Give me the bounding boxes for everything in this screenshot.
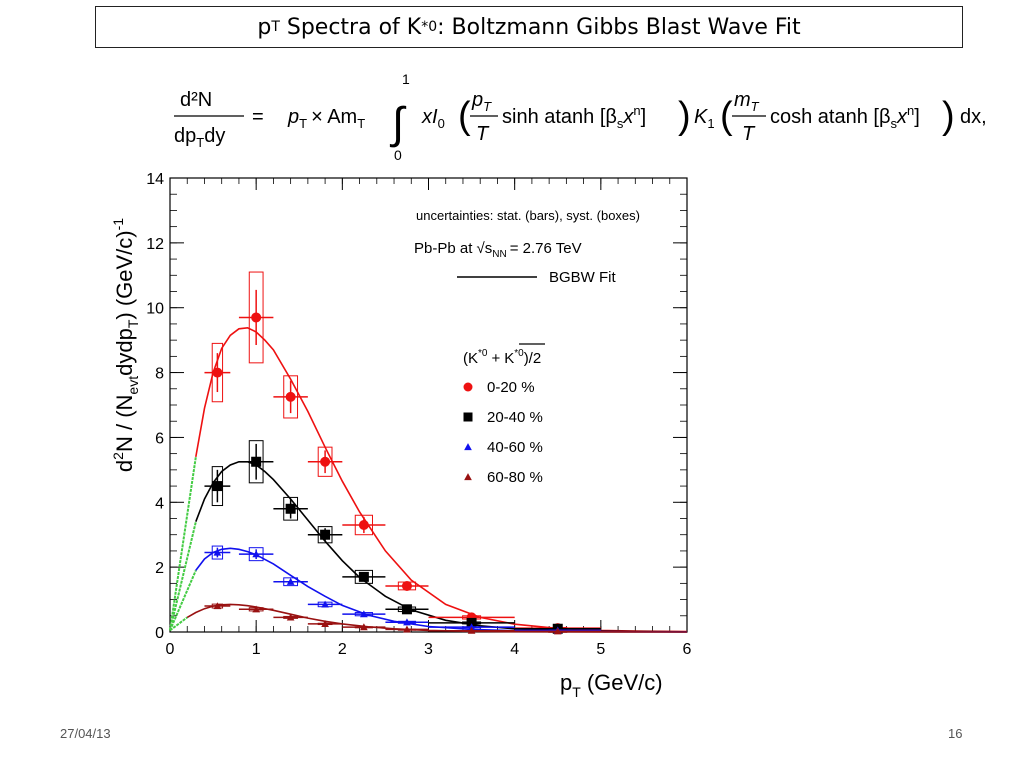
system-label: Pb-Pb at √sNN = 2.76 TeV xyxy=(414,240,582,260)
formula-frac2-num: mT xyxy=(734,89,760,114)
data-point xyxy=(252,605,261,613)
formula-pt-term: pT × AmT xyxy=(287,106,365,131)
formula-equals: = xyxy=(252,106,264,128)
y-tick-label: 2 xyxy=(155,560,164,577)
fit-curve xyxy=(195,326,688,633)
data-point xyxy=(252,550,261,558)
data-point xyxy=(251,456,262,467)
data-point xyxy=(321,620,329,627)
formula-lhs-den: dpTdy xyxy=(174,125,225,150)
x-tick-label: 6 xyxy=(683,641,692,658)
data-point xyxy=(467,623,476,631)
y-tick-label: 6 xyxy=(155,430,164,447)
data-point xyxy=(285,391,296,402)
legend-label: 60-80 % xyxy=(487,469,543,486)
data-point xyxy=(360,610,368,618)
formula-int-top: 1 xyxy=(402,71,410,87)
title-p-sub: T xyxy=(271,19,280,35)
x-tick-label: 4 xyxy=(510,641,519,658)
data-point xyxy=(320,456,331,467)
species-label: (K*0 + K*0)/2 xyxy=(463,348,541,367)
y-tick-label: 10 xyxy=(146,301,164,318)
data-point xyxy=(213,602,222,610)
legend-label: 0-20 % xyxy=(487,379,535,396)
x-tick-label: 2 xyxy=(338,641,347,658)
formula-k1: K1 xyxy=(694,106,715,131)
formula-integral-sign: ∫ xyxy=(389,99,407,148)
title-superscript: *0 xyxy=(421,19,438,35)
svg-text:d2N / (NevtdydpT) (GeV/c)-1: d2N / (NevtdydpT) (GeV/c)-1 xyxy=(110,218,141,472)
data-point xyxy=(467,626,476,634)
y-tick-label: 4 xyxy=(155,495,164,512)
formula-int-bottom: 0 xyxy=(394,147,402,163)
x-tick-label: 0 xyxy=(166,641,175,658)
data-point xyxy=(251,312,262,323)
data-point xyxy=(321,600,329,608)
data-point xyxy=(358,571,369,582)
formula-paren-close-1: ) xyxy=(678,95,691,137)
formula-frac2-den: T xyxy=(742,123,756,145)
data-point xyxy=(286,577,295,585)
data-point xyxy=(285,503,296,514)
formula-lhs-num: d²N xyxy=(180,89,212,111)
legend-label: 20-40 % xyxy=(487,409,543,426)
data-point xyxy=(463,412,473,422)
y-tick-label: 0 xyxy=(155,625,164,642)
formula-frac1-den: T xyxy=(476,123,490,145)
formula-frac1-num: pT xyxy=(471,89,492,114)
data-point xyxy=(360,623,368,631)
slide-page-number: 16 xyxy=(948,726,963,741)
y-tick-label: 12 xyxy=(146,236,164,253)
data-point xyxy=(464,443,472,451)
extrapolation-line xyxy=(169,616,188,632)
title-p: p xyxy=(257,14,272,40)
formula-sinh-term: sinh atanh [βsxn] xyxy=(502,103,646,131)
fit-legend-label: BGBW Fit xyxy=(549,269,616,286)
formula-paren-open-2: ( xyxy=(720,95,733,137)
data-point xyxy=(464,473,472,481)
x-tick-label: 5 xyxy=(596,641,605,658)
fit-curve xyxy=(195,460,688,633)
formula-xi0: xI0 xyxy=(421,106,445,131)
data-point xyxy=(553,627,562,635)
data-point xyxy=(466,617,477,628)
title-rest: : Boltzmann Gibbs Blast Wave Fit xyxy=(437,14,801,40)
data-point xyxy=(320,529,331,540)
legend-label: 40-60 % xyxy=(487,439,543,456)
data-point xyxy=(463,382,473,392)
data-point xyxy=(213,548,222,556)
data-point xyxy=(286,613,295,621)
title-main: Spectra of K xyxy=(286,14,422,40)
slide-date: 27/04/13 xyxy=(60,726,111,741)
y-tick-label: 8 xyxy=(155,366,164,383)
data-point xyxy=(401,604,412,615)
legend: 0-20 % 20-40 % 40-60 % 60-80 % xyxy=(463,379,543,486)
uncertainty-note: uncertainties: stat. (bars), syst. (boxe… xyxy=(416,208,640,223)
formula-dx: dx, xyxy=(960,106,987,128)
data-point xyxy=(358,519,369,530)
formula-paren-close-2: ) xyxy=(942,95,955,137)
data-point xyxy=(401,580,412,591)
bgbw-formula: d²N dpTdy = pT × AmT 1 ∫ 0 xI0 ( pT T sin… xyxy=(174,71,987,163)
formula-cosh-term: cosh atanh [βsxn] xyxy=(770,103,920,131)
data-point xyxy=(403,618,411,626)
x-axis-label: pT (GeV/c) xyxy=(560,670,663,700)
extrapolation-line xyxy=(169,569,197,631)
data-point xyxy=(212,367,223,378)
formula-paren-open-1: ( xyxy=(458,95,471,137)
x-tick-label: 1 xyxy=(252,641,261,658)
y-axis-label: d2N / (NevtdydpT) (GeV/c)-1 xyxy=(110,218,141,472)
y-tick-label: 14 xyxy=(146,171,164,188)
fit-curve xyxy=(195,547,688,633)
data-point xyxy=(403,625,411,633)
data-point xyxy=(212,481,223,492)
data-marks xyxy=(169,271,688,635)
x-tick-label: 3 xyxy=(424,641,433,658)
extrapolation-line xyxy=(169,456,197,631)
extrapolation-line xyxy=(169,521,197,631)
